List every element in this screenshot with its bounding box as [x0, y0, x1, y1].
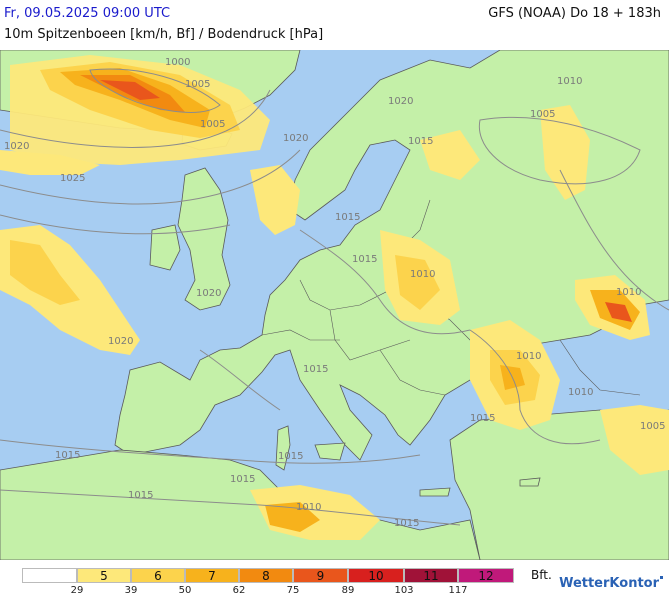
isobar-label: 1015 — [55, 450, 80, 461]
isobar-label: 1015 — [470, 413, 495, 424]
gust-area — [600, 405, 669, 475]
isobar-label: 1020 — [108, 336, 133, 347]
legend-cell — [22, 568, 77, 583]
isobar-line — [0, 489, 461, 526]
isobar-label: 1000 — [165, 57, 190, 68]
weather-map: 1000 1005 1005 1020 1015 1020 1020 1025 … — [0, 50, 669, 560]
logo-mark-icon — [660, 576, 663, 579]
isobar-label: 1005 — [530, 109, 555, 120]
isobar-label: 1015 — [230, 474, 255, 485]
isobar-line — [469, 329, 601, 445]
legend-cell: 5 — [77, 568, 131, 583]
isobar-line — [0, 439, 421, 464]
britain-land — [177, 167, 231, 311]
gust-area — [10, 240, 80, 305]
legend-tick: 50 — [178, 585, 192, 596]
wind-scale-legend: 5 6 7 8 9 10 11 12 Bft. 29 39 50 62 75 8… — [22, 568, 552, 596]
corsica-sardinia-land — [275, 425, 291, 471]
gust-area — [250, 165, 300, 235]
isobar-line — [299, 229, 471, 335]
isobar-label: 1010 — [296, 502, 321, 513]
legend-tick: 103 — [394, 585, 414, 596]
isobar-label: 1005 — [200, 119, 225, 130]
isobar-label: 1010 — [568, 387, 593, 398]
forecast-date: Fr, 09.05.2025 09:00 UTC — [4, 6, 171, 21]
isobar-label: 1025 — [60, 173, 85, 184]
isobar-label: 1005 — [640, 421, 665, 432]
gust-area — [395, 255, 440, 310]
isobar-label: 1015 — [352, 254, 377, 265]
isobar-label: 1020 — [196, 288, 221, 299]
isobar-labels: 1000 1005 1005 1020 1015 1020 1020 1025 … — [4, 57, 665, 529]
legend-cell: 8 — [239, 568, 293, 583]
legend-tick: 39 — [124, 585, 138, 596]
isobar-label: 1010 — [410, 269, 435, 280]
gust-shading — [0, 55, 669, 540]
crete-land — [419, 487, 451, 497]
legend-cell: 6 — [131, 568, 185, 583]
gust-area — [420, 130, 480, 180]
isobar-label: 1015 — [278, 451, 303, 462]
isobar-label: 1010 — [616, 287, 641, 298]
sicily-land — [314, 442, 346, 461]
ireland-land — [149, 224, 181, 271]
legend-tick: 117 — [448, 585, 468, 596]
legend-cell: 12 — [458, 568, 514, 583]
isobar-label: 1015 — [303, 364, 328, 375]
legend-cell: 10 — [348, 568, 404, 583]
border-line — [559, 339, 641, 396]
isobar-label: 1015 — [128, 490, 153, 501]
gust-area — [0, 150, 100, 175]
isobar-label: 1015 — [408, 136, 433, 147]
map-subtitle: 10m Spitzenboeen [km/h, Bf] / Bodendruck… — [4, 27, 324, 42]
legend-tick: 89 — [341, 585, 355, 596]
cyprus-land — [519, 477, 541, 487]
legend-cell: 9 — [293, 568, 348, 583]
gust-area — [540, 105, 590, 200]
isobar-line — [0, 149, 301, 205]
border-line — [329, 309, 411, 361]
border-line — [261, 329, 340, 341]
logo-text: WetterKontor — [559, 576, 659, 591]
isobar-line — [478, 116, 641, 185]
isobar-line — [89, 68, 221, 113]
isobar-line — [199, 349, 281, 411]
isobar-label: 1010 — [516, 351, 541, 362]
isobar-label: 1015 — [335, 212, 360, 223]
wetterkontor-logo: WetterKontor — [559, 576, 663, 591]
isobar-line — [0, 89, 271, 148]
isobar-line — [0, 214, 231, 235]
legend-tick: 75 — [286, 585, 300, 596]
isobar-label: 1020 — [4, 141, 29, 152]
isobar-label: 1010 — [557, 76, 582, 87]
gust-area — [605, 302, 632, 322]
legend-cell: 7 — [185, 568, 239, 583]
border-line — [379, 349, 446, 396]
legend-unit: Bft. — [531, 568, 552, 582]
isobar-line — [559, 169, 669, 311]
isobar-label: 1020 — [283, 133, 308, 144]
legend-tick: 62 — [232, 585, 246, 596]
legend-tick: 29 — [70, 585, 84, 596]
model-run: GFS (NOAA) Do 18 + 183h — [488, 6, 661, 21]
legend-cell: 11 — [404, 568, 458, 583]
isobars — [0, 68, 669, 526]
isobar-label: 1015 — [394, 518, 419, 529]
isobar-label: 1020 — [388, 96, 413, 107]
isobar-label: 1005 — [185, 79, 210, 90]
gust-area — [100, 80, 160, 100]
